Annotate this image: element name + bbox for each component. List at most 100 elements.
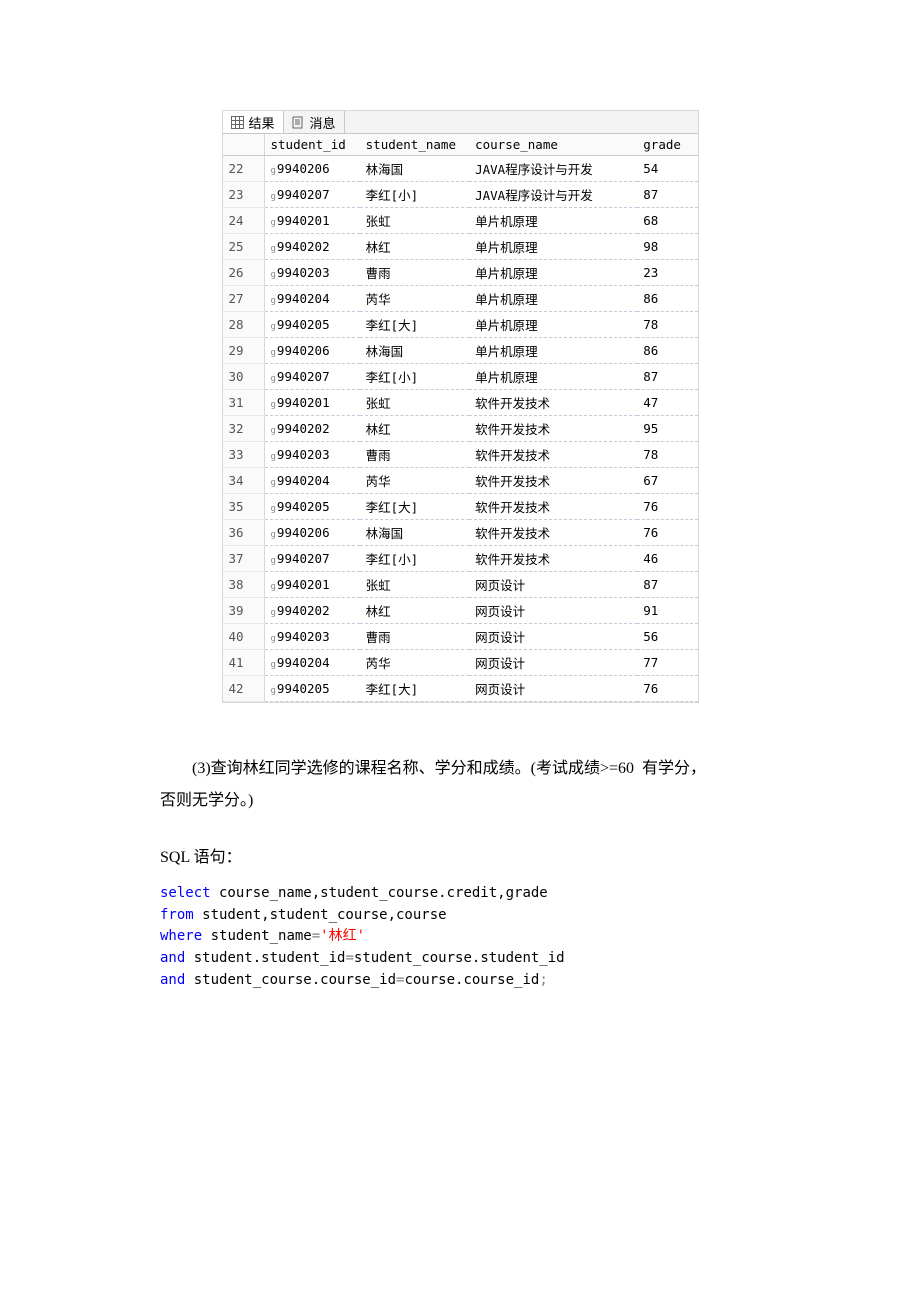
and1-body2: student_course.student_id [354,950,565,966]
table-row: 33g9940203曹雨软件开发技术78 [223,442,698,468]
str-val: '林红' [320,928,365,944]
cell-course-name: 网页设计 [469,572,637,598]
table-row: 38g9940201张虹网页设计87 [223,572,698,598]
cell-student-id: g9940203 [264,624,360,650]
cell-student-name: 曹雨 [360,624,469,650]
cell-grade: 56 [637,624,697,650]
cell-student-name: 李红[大] [360,676,469,702]
kw-where: where [160,928,202,944]
cell-grade: 67 [637,468,697,494]
cell-grade: 23 [637,260,697,286]
cell-grade: 86 [637,286,697,312]
cell-grade: 95 [637,416,697,442]
cell-course-name: 网页设计 [469,676,637,702]
cell-student-name: 芮华 [360,650,469,676]
cell-student-name: 李红[大] [360,312,469,338]
cell-grade: 76 [637,676,697,702]
op-eq: = [312,928,320,944]
cell-student-id: g9940204 [264,468,360,494]
table-row: 40g9940203曹雨网页设计56 [223,624,698,650]
cell-student-name: 李红[小] [360,364,469,390]
cell-grade: 98 [637,234,697,260]
cell-rownum: 35 [223,494,265,520]
results-tabs: 结果 消息 [223,111,698,134]
cell-rownum: 30 [223,364,265,390]
cell-student-id: g9940207 [264,546,360,572]
table-row: 31g9940201张虹软件开发技术47 [223,390,698,416]
tab-messages[interactable]: 消息 [284,111,345,133]
cell-rownum: 36 [223,520,265,546]
cell-rownum: 41 [223,650,265,676]
cell-grade: 78 [637,442,697,468]
kw-select: select [160,885,211,901]
and2-body: student_course.course_id [185,972,396,988]
cell-student-id: g9940207 [264,182,360,208]
table-row: 39g9940202林红网页设计91 [223,598,698,624]
table-row: 42g9940205李红[大]网页设计76 [223,676,698,702]
kw-from: from [160,907,194,923]
grid-icon [231,115,245,129]
cell-grade: 68 [637,208,697,234]
cell-student-name: 林红 [360,416,469,442]
cell-student-id: g9940201 [264,572,360,598]
table-row: 41g9940204芮华网页设计77 [223,650,698,676]
cell-rownum: 39 [223,598,265,624]
cell-student-name: 曹雨 [360,260,469,286]
table-row: 36g9940206林海国软件开发技术76 [223,520,698,546]
cell-student-name: 芮华 [360,286,469,312]
cell-grade: 76 [637,520,697,546]
question-line1b: 有学分， [642,760,706,777]
header-course-name: course_name [469,134,637,156]
cell-rownum: 28 [223,312,265,338]
cell-grade: 91 [637,598,697,624]
cell-course-name: 网页设计 [469,598,637,624]
kw-and1: and [160,950,185,966]
cell-course-name: 软件开发技术 [469,468,637,494]
cell-student-id: g9940204 [264,286,360,312]
cell-rownum: 22 [223,156,265,182]
cell-grade: 87 [637,182,697,208]
where-col: student_name [202,928,312,944]
query-results-panel: 结果 消息 student_id stud [222,110,699,703]
cell-course-name: 软件开发技术 [469,520,637,546]
cell-rownum: 40 [223,624,265,650]
from-tables: student,student_course,course [194,907,447,923]
cell-student-name: 林海国 [360,156,469,182]
cell-student-name: 张虹 [360,390,469,416]
cell-course-name: 软件开发技术 [469,416,637,442]
cell-grade: 87 [637,572,697,598]
table-row: 26g9940203曹雨单片机原理23 [223,260,698,286]
cell-course-name: 单片机原理 [469,208,637,234]
cell-student-id: g9940201 [264,208,360,234]
cell-student-id: g9940202 [264,598,360,624]
cell-course-name: 软件开发技术 [469,390,637,416]
table-row: 30g9940207李红[小]单片机原理87 [223,364,698,390]
cell-course-name: JAVA程序设计与开发 [469,156,637,182]
cell-student-name: 林红 [360,234,469,260]
table-row: 22g9940206林海国JAVA程序设计与开发54 [223,156,698,182]
cell-grade: 47 [637,390,697,416]
table-row: 27g9940204芮华单片机原理86 [223,286,698,312]
cell-rownum: 29 [223,338,265,364]
cell-student-name: 林海国 [360,520,469,546]
cell-student-id: g9940201 [264,390,360,416]
cell-course-name: 软件开发技术 [469,442,637,468]
cell-student-name: 林红 [360,598,469,624]
table-row: 35g9940205李红[大]软件开发技术76 [223,494,698,520]
question-line1a: (3)查询林红同学选修的课程名称、学分和成绩。(考试成绩>=60 [192,760,634,777]
cell-course-name: 单片机原理 [469,260,637,286]
and1-body: student.student_id [185,950,345,966]
cell-student-id: g9940204 [264,650,360,676]
tab-results[interactable]: 结果 [223,111,284,133]
cell-course-name: JAVA程序设计与开发 [469,182,637,208]
cell-course-name: 软件开发技术 [469,546,637,572]
cell-rownum: 42 [223,676,265,702]
table-row: 32g9940202林红软件开发技术95 [223,416,698,442]
cell-course-name: 单片机原理 [469,364,637,390]
cell-grade: 86 [637,338,697,364]
header-student-name: student_name [360,134,469,156]
cell-student-name: 林海国 [360,338,469,364]
tab-results-label: 结果 [249,113,275,132]
cell-course-name: 网页设计 [469,624,637,650]
kw-and2: and [160,972,185,988]
